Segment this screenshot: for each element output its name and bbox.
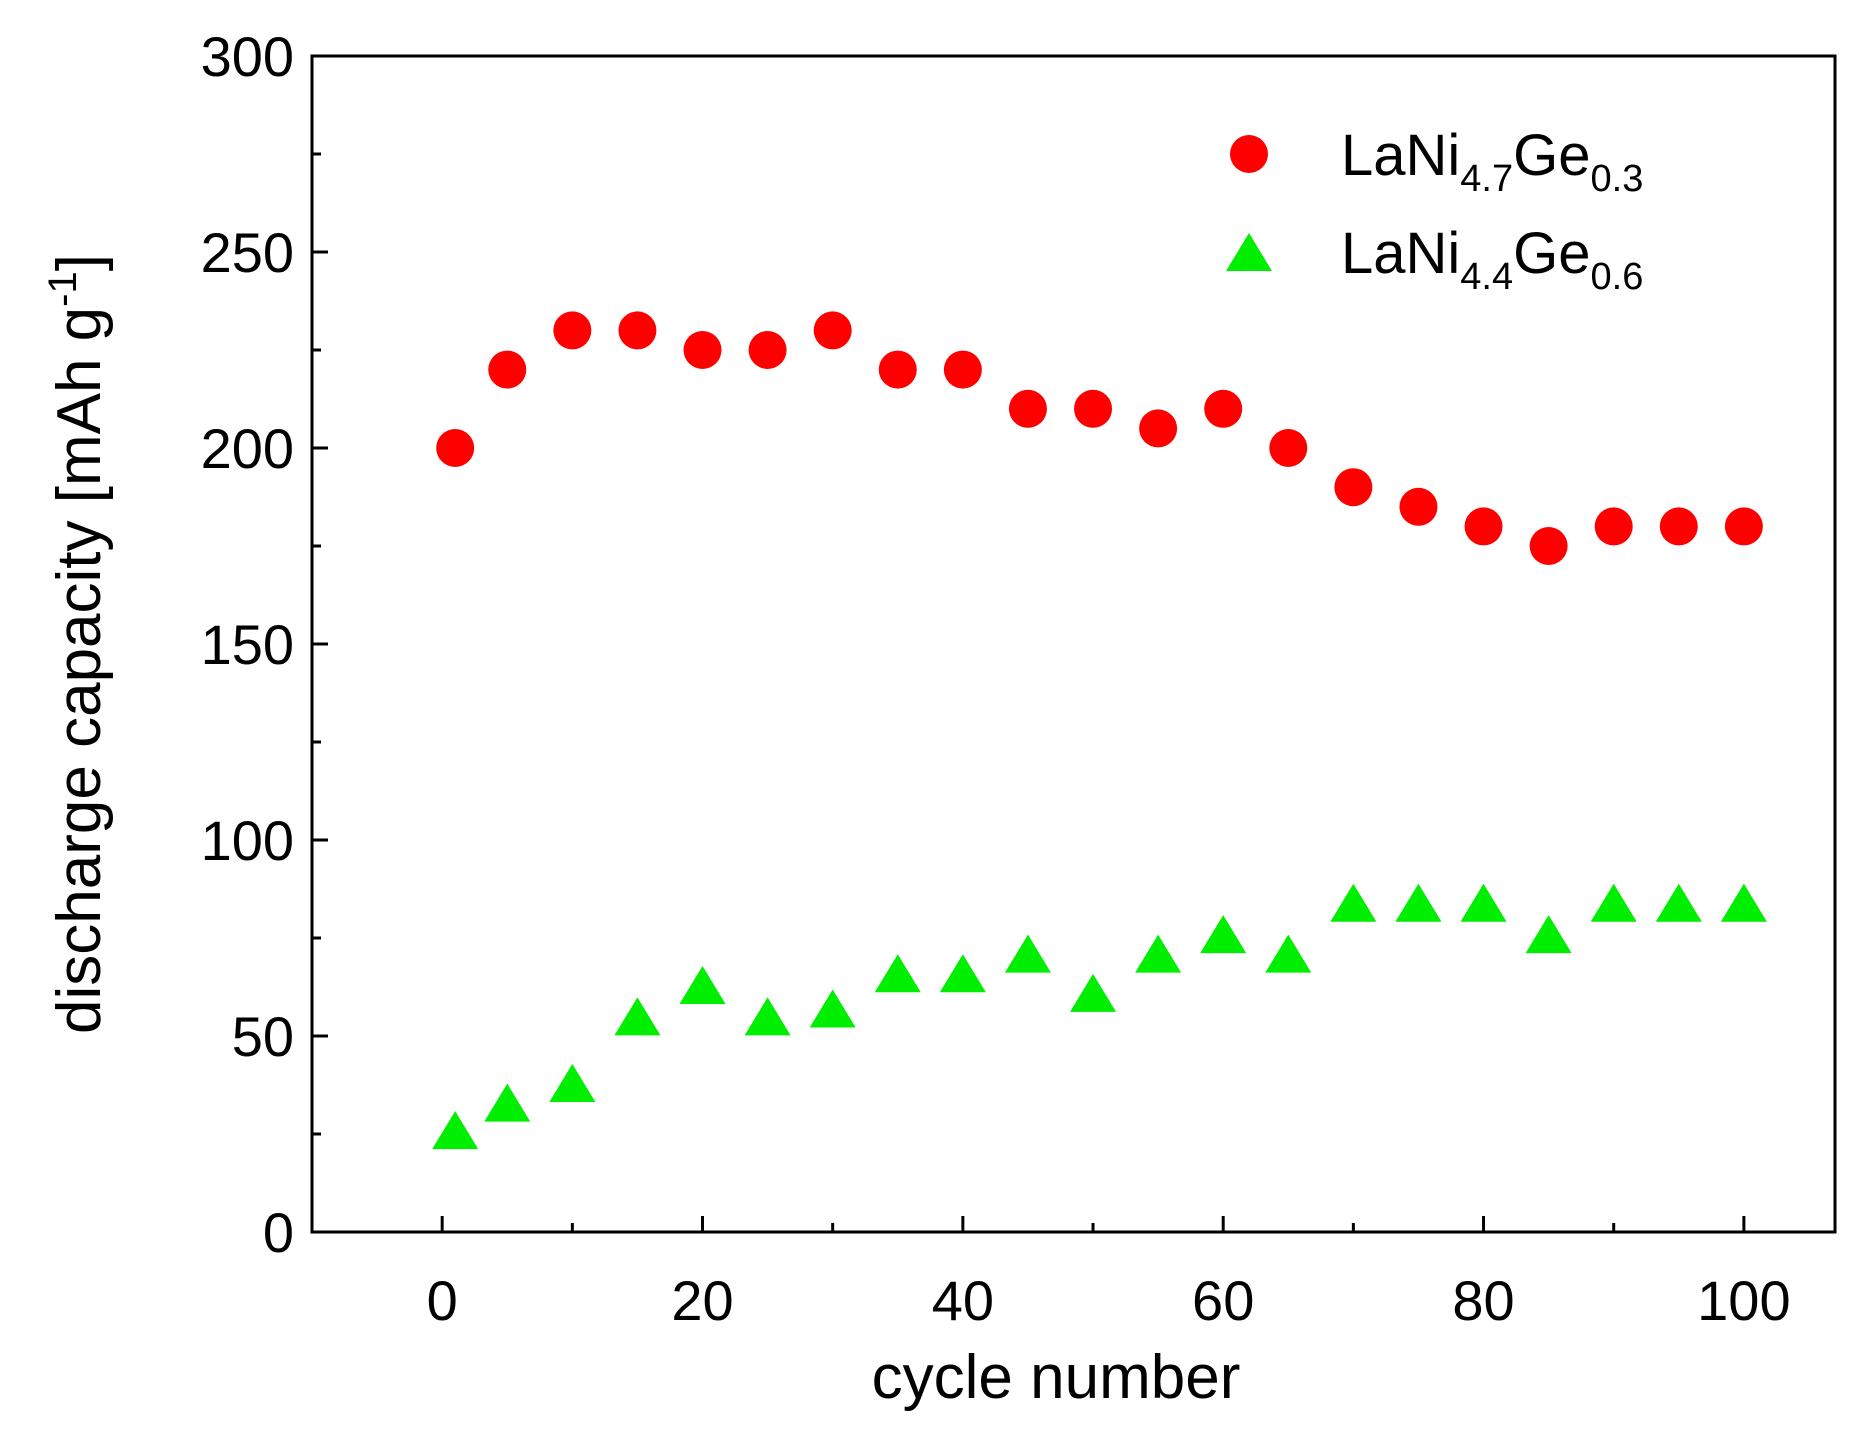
data-point-triangle [432, 1111, 479, 1150]
data-point-circle [1074, 389, 1113, 428]
data-point-circle [618, 311, 657, 350]
legend-label-base: Ge [1513, 123, 1590, 188]
y-tick-label: 150 [201, 613, 294, 676]
data-point-triangle [1265, 934, 1312, 973]
legend-item-series-1: LaNi4.7Ge0.3 [1230, 123, 1643, 200]
x-tick-label: 80 [1452, 1269, 1514, 1332]
x-tick-label: 20 [671, 1269, 733, 1332]
data-point-circle [1334, 468, 1373, 507]
legend-label-series-1: LaNi4.7Ge0.3 [1341, 123, 1643, 200]
data-markers [432, 311, 1767, 1150]
data-point-circle [1008, 389, 1047, 428]
data-point-triangle [874, 954, 921, 993]
legend-label-subscript: 4.4 [1460, 256, 1513, 298]
data-point-circle [1204, 389, 1243, 428]
legend-label-series-2: LaNi4.4Ge0.6 [1341, 221, 1643, 298]
data-point-circle [1269, 429, 1308, 467]
data-point-triangle [744, 997, 791, 1036]
legend-label-base: LaNi [1341, 221, 1460, 286]
data-point-triangle [1525, 915, 1572, 954]
x-tick-label: 0 [427, 1269, 458, 1332]
legend-label-subscript: 0.3 [1591, 158, 1644, 200]
axis-tick-labels: 0 20 40 60 80 100 0 50 100 150 200 250 300 [201, 25, 1791, 1332]
data-point-circle [943, 350, 982, 389]
data-point-circle [683, 331, 722, 369]
data-point-triangle [1330, 883, 1377, 922]
data-point-triangle [484, 1083, 531, 1122]
data-point-circle [1594, 507, 1633, 546]
data-point-circle [1659, 507, 1698, 546]
axis-ticks [312, 54, 1746, 1234]
plot-frame [310, 54, 1837, 1234]
data-point-circle [1139, 409, 1178, 448]
data-point-circle [1464, 507, 1503, 546]
legend-marker-circle [1230, 135, 1268, 173]
data-point-triangle [679, 966, 726, 1005]
x-tick-label: 40 [932, 1269, 994, 1332]
x-axis-title: cycle number [872, 1343, 1241, 1412]
data-point-triangle [1655, 883, 1702, 922]
legend-label-base: Ge [1513, 221, 1590, 286]
legend-label-subscript: 4.7 [1460, 158, 1513, 200]
data-point-circle [1399, 487, 1438, 526]
y-tick-label: 100 [201, 809, 294, 872]
data-point-circle [553, 311, 592, 350]
y-tick-label: 200 [201, 417, 294, 480]
y-axis-title-superscript: -1 [41, 271, 85, 307]
y-tick-label: 250 [201, 221, 294, 284]
data-point-triangle [614, 997, 661, 1036]
data-point-triangle [1200, 915, 1247, 954]
data-point-triangle [1070, 973, 1117, 1012]
legend-label-base: LaNi [1341, 123, 1460, 188]
data-point-circle [1724, 507, 1763, 546]
data-point-circle [813, 311, 852, 350]
data-point-circle [488, 350, 527, 389]
data-point-triangle [1590, 883, 1637, 922]
data-point-triangle [1395, 883, 1442, 922]
x-tick-label: 60 [1192, 1269, 1254, 1332]
data-point-circle [748, 331, 787, 369]
legend-item-series-2: LaNi4.4Ge0.6 [1226, 221, 1643, 298]
data-point-triangle [939, 954, 986, 993]
data-point-triangle [809, 989, 856, 1028]
y-axis-title: discharge capacity [mAh g-1] [41, 254, 114, 1034]
x-tick-label: 100 [1697, 1269, 1790, 1332]
data-point-circle [436, 429, 475, 467]
data-point-triangle [1135, 934, 1182, 973]
data-point-triangle [1004, 934, 1051, 973]
legend-label-subscript: 0.6 [1591, 256, 1644, 298]
data-point-circle [1529, 527, 1568, 565]
y-tick-label: 300 [201, 25, 294, 88]
legend: LaNi4.7Ge0.3 LaNi4.4Ge0.6 [1226, 123, 1643, 298]
data-point-circle [878, 350, 917, 389]
y-axis-title-close: ] [45, 254, 114, 271]
legend-marker-triangle [1226, 233, 1272, 271]
y-tick-label: 50 [232, 1005, 294, 1068]
data-point-triangle [549, 1064, 596, 1103]
data-point-triangle [1460, 883, 1507, 922]
data-point-triangle [1720, 883, 1767, 922]
y-axis-title-main: discharge capacity [mAh g [45, 307, 114, 1034]
y-tick-label: 0 [263, 1201, 294, 1264]
